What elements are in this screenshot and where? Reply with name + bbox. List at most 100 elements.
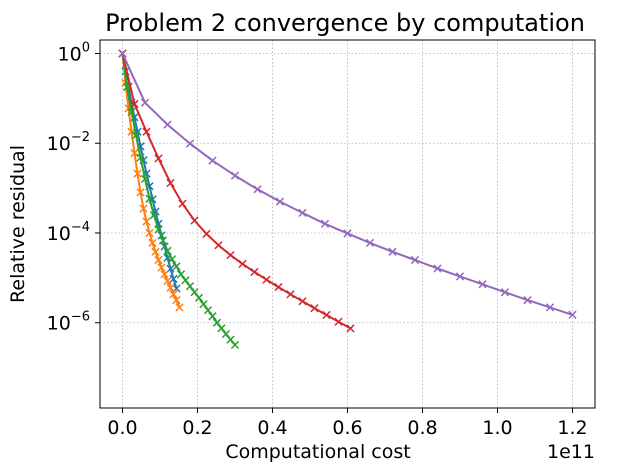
data-point-marker <box>208 312 217 321</box>
series-line <box>121 53 351 330</box>
data-point-marker <box>274 282 283 292</box>
data-point-marker <box>194 293 204 302</box>
data-point-marker <box>140 98 150 107</box>
x-axis-label: Computational cost <box>225 441 410 463</box>
x-tick-label: 1.0 <box>482 417 512 439</box>
x-tick-label: 0.4 <box>257 417 287 439</box>
data-point-marker <box>226 250 235 260</box>
data-point-marker <box>410 255 420 265</box>
data-point-marker <box>154 154 163 163</box>
data-point-marker <box>178 199 187 208</box>
data-point-marker <box>388 247 397 256</box>
data-point-marker <box>163 120 172 129</box>
data-point-marker <box>190 288 199 297</box>
data-point-marker <box>262 275 271 284</box>
y-axis-label: Relative residual <box>7 145 29 303</box>
data-point-marker <box>131 131 141 140</box>
data-point-marker <box>145 194 154 203</box>
x-tick-label: 0.6 <box>332 417 362 439</box>
data-point-marker <box>136 188 145 197</box>
data-point-marker <box>169 274 178 284</box>
chart-title: Problem 2 convergence by computation <box>105 9 585 37</box>
data-point-marker <box>158 236 168 245</box>
data-point-marker <box>166 283 175 292</box>
data-point-marker <box>320 219 330 228</box>
data-point-marker <box>199 299 208 309</box>
data-point-marker <box>163 276 172 286</box>
data-point-marker <box>142 127 151 136</box>
series-4 <box>118 49 355 333</box>
data-point-marker <box>133 169 142 178</box>
data-point-marker <box>221 329 231 339</box>
data-point-marker <box>130 99 139 109</box>
data-point-marker <box>568 310 577 319</box>
grid <box>100 40 595 408</box>
data-point-marker <box>230 340 240 350</box>
data-point-marker <box>253 185 262 194</box>
x-axis-offset-label: 1e11 <box>547 441 595 463</box>
data-point-marker <box>176 270 186 279</box>
data-point-marker <box>286 290 295 299</box>
data-point-marker <box>175 303 184 312</box>
data-point-marker <box>203 306 213 315</box>
data-point-marker <box>154 225 163 234</box>
data-point-marker <box>334 317 343 326</box>
data-point-marker <box>185 139 195 148</box>
x-tick-label: 0.8 <box>407 417 437 439</box>
series-5 <box>118 49 577 319</box>
data-point-marker <box>118 49 127 58</box>
data-point-marker <box>298 297 307 306</box>
data-point-marker <box>148 238 157 248</box>
data-point-marker <box>139 204 148 213</box>
x-tick-label: 0.0 <box>107 417 137 439</box>
data-point-marker <box>455 272 465 281</box>
data-point-marker <box>212 318 222 327</box>
data-point-marker <box>136 153 145 162</box>
x-tick-label: 1.2 <box>557 417 587 439</box>
data-point-marker <box>140 174 150 184</box>
data-point-marker <box>250 267 259 277</box>
data-point-marker <box>433 264 442 273</box>
data-point-marker <box>500 288 510 297</box>
data-point-marker <box>163 246 172 255</box>
data-point-marker <box>238 259 247 269</box>
data-point-marker <box>478 280 487 289</box>
x-tick-label: 0.2 <box>182 417 212 439</box>
plot-series <box>118 49 577 350</box>
y-tick-label: 10−6 <box>47 310 90 335</box>
data-point-marker <box>298 208 307 218</box>
data-point-marker <box>167 255 177 264</box>
data-point-marker <box>130 149 139 158</box>
plot-frame <box>99 39 596 409</box>
data-point-marker <box>365 238 375 248</box>
data-point-marker <box>322 310 331 320</box>
data-point-marker <box>151 247 160 256</box>
data-point-marker <box>157 263 166 272</box>
data-point-marker <box>185 282 195 291</box>
y-axis-ticks: 100 10−2 10−4 10−6 <box>47 40 100 335</box>
y-tick-label: 10−4 <box>47 220 90 245</box>
data-point-marker <box>230 171 240 180</box>
data-point-marker <box>310 304 319 313</box>
data-point-marker <box>343 229 352 238</box>
data-point-marker <box>169 290 178 299</box>
data-point-marker <box>214 241 223 250</box>
data-point-marker <box>154 255 163 265</box>
data-point-marker <box>275 197 285 206</box>
data-point-marker <box>545 303 555 312</box>
data-point-marker <box>172 295 181 305</box>
y-tick-label: 10−2 <box>47 130 90 155</box>
data-point-marker <box>190 216 199 225</box>
data-point-marker <box>346 324 355 333</box>
data-point-marker <box>202 229 211 239</box>
x-axis-ticks: 0.0 0.2 0.4 0.6 0.8 1.0 1.2 <box>107 408 588 439</box>
data-point-marker <box>145 228 154 238</box>
data-point-marker <box>149 210 159 220</box>
data-point-marker <box>127 107 136 117</box>
data-point-marker <box>523 295 532 305</box>
y-tick-label: 100 <box>58 40 90 65</box>
data-point-marker <box>208 156 217 165</box>
data-point-marker <box>217 324 226 333</box>
data-point-marker <box>142 217 151 226</box>
